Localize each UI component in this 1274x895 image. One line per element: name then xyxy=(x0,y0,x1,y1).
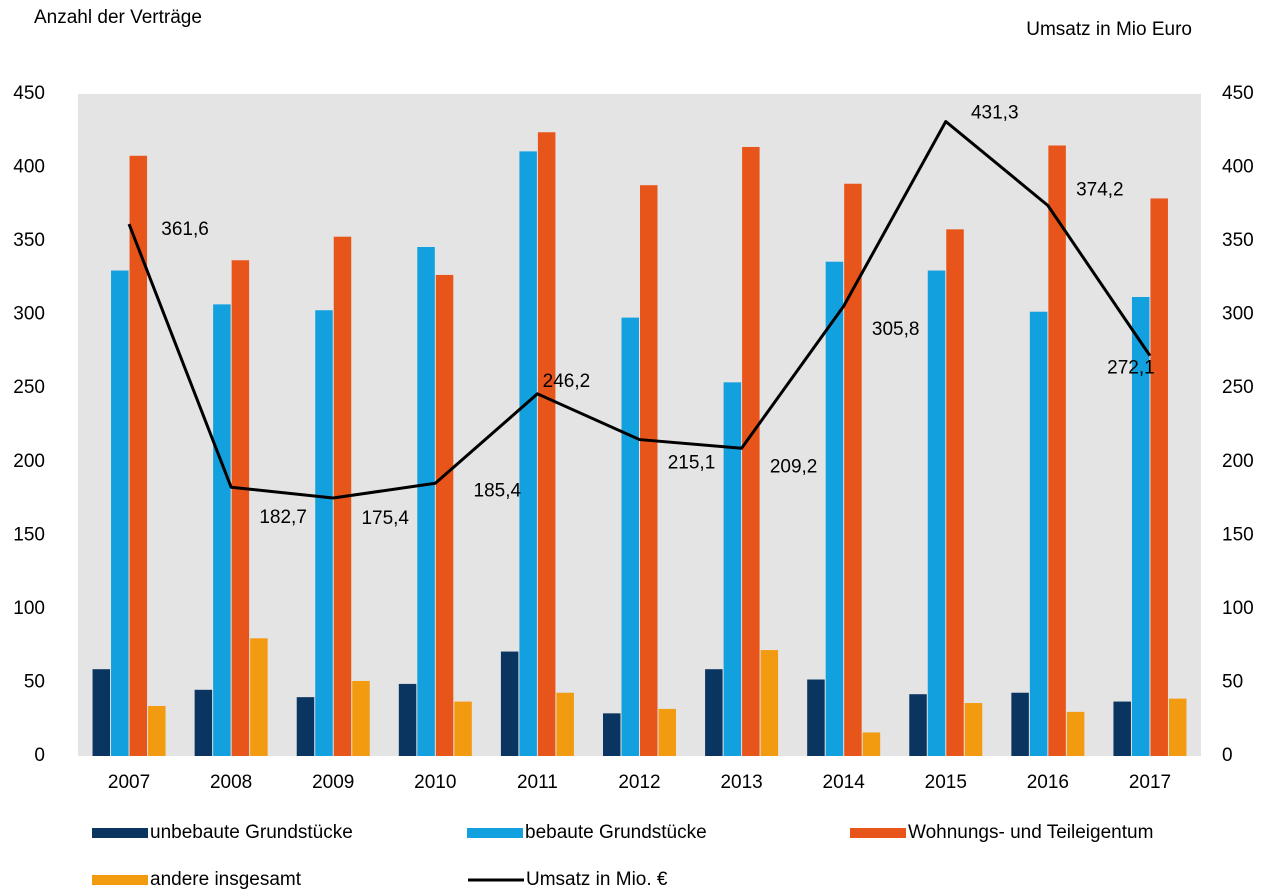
bar xyxy=(946,229,964,756)
y2-tick-label: 100 xyxy=(1222,598,1254,619)
data-label: 305,8 xyxy=(872,319,920,340)
bar xyxy=(742,146,760,756)
y-tick-label: 0 xyxy=(34,745,45,766)
y2-tick-label: 300 xyxy=(1222,304,1254,325)
y-tick-label: 400 xyxy=(13,157,45,178)
x-tick-label: 2014 xyxy=(823,772,866,793)
bar xyxy=(194,689,213,756)
y2-axis-label: Umsatz in Mio Euro xyxy=(1026,19,1192,40)
bar xyxy=(844,183,862,756)
bar xyxy=(1131,297,1150,756)
bar xyxy=(760,650,779,756)
bar xyxy=(621,317,639,756)
y-tick-label: 150 xyxy=(13,524,45,545)
x-tick-label: 2012 xyxy=(618,772,660,793)
y2-tick-label: 400 xyxy=(1222,157,1254,178)
y2-tick-label: 450 xyxy=(1222,83,1254,104)
bar xyxy=(435,274,454,756)
bar xyxy=(1011,692,1029,756)
legend-label: andere insgesamt xyxy=(150,869,302,890)
data-label: 175,4 xyxy=(361,508,409,529)
bar xyxy=(519,151,537,756)
y2-tick-label: 200 xyxy=(1222,451,1254,472)
bar xyxy=(352,680,370,756)
bar xyxy=(231,260,250,756)
bar xyxy=(862,732,881,756)
bar xyxy=(909,694,927,756)
legend-label: bebaute Grundstücke xyxy=(525,822,707,843)
bar xyxy=(964,703,983,756)
bar xyxy=(537,132,556,756)
bar xyxy=(500,651,519,756)
bar xyxy=(556,692,574,756)
bar xyxy=(129,155,148,756)
bar xyxy=(640,185,658,757)
x-tick-label: 2013 xyxy=(720,772,762,793)
legend-swatch xyxy=(92,828,148,838)
x-tick-label: 2007 xyxy=(108,772,150,793)
data-label: 246,2 xyxy=(543,371,591,392)
bar xyxy=(1150,198,1168,757)
y-tick-label: 350 xyxy=(13,230,45,251)
y-tick-label: 200 xyxy=(13,451,45,472)
bar xyxy=(148,705,166,756)
y2-tick-label: 150 xyxy=(1222,524,1254,545)
bar xyxy=(315,310,333,756)
data-label: 374,2 xyxy=(1076,180,1124,201)
bar xyxy=(1168,698,1187,756)
legend-label: Umsatz in Mio. € xyxy=(526,869,668,890)
x-tick-label: 2008 xyxy=(210,772,252,793)
data-label: 215,1 xyxy=(668,453,716,474)
bar xyxy=(111,270,129,756)
y-tick-label: 300 xyxy=(13,304,45,325)
bar xyxy=(92,669,111,756)
bar xyxy=(705,669,723,756)
data-label: 185,4 xyxy=(474,480,522,501)
legend-label: Wohnungs- und Teileigentum xyxy=(908,822,1153,843)
y2-tick-label: 0 xyxy=(1222,745,1233,766)
bar xyxy=(723,382,742,756)
x-tick-label: 2015 xyxy=(925,772,967,793)
bar xyxy=(658,708,676,756)
x-tick-label: 2010 xyxy=(414,772,456,793)
y-axis-label: Anzahl der Verträge xyxy=(34,7,202,28)
y-tick-label: 250 xyxy=(13,377,45,398)
legend-swatch xyxy=(467,828,523,838)
bar xyxy=(454,701,472,756)
x-tick-label: 2016 xyxy=(1027,772,1069,793)
bar xyxy=(1029,311,1048,756)
data-label: 361,6 xyxy=(161,219,209,240)
data-label: 272,1 xyxy=(1107,358,1155,379)
y-tick-label: 100 xyxy=(13,598,45,619)
bar xyxy=(807,679,825,756)
bar xyxy=(1113,701,1131,756)
y-tick-label: 50 xyxy=(24,671,45,692)
x-tick-label: 2009 xyxy=(312,772,354,793)
y2-tick-label: 350 xyxy=(1222,230,1254,251)
data-label: 182,7 xyxy=(259,507,307,528)
y-tick-label: 450 xyxy=(13,83,45,104)
bar xyxy=(603,713,621,756)
bar xyxy=(417,246,435,757)
bar xyxy=(398,683,417,756)
y2-tick-label: 250 xyxy=(1222,377,1254,398)
y2-tick-label: 50 xyxy=(1222,671,1243,692)
bar xyxy=(825,261,844,756)
data-label: 431,3 xyxy=(971,103,1019,124)
bar xyxy=(213,304,231,756)
data-label: 209,2 xyxy=(770,456,818,477)
legend-swatch xyxy=(92,875,148,885)
bar xyxy=(927,270,946,756)
legend-label: unbebaute Grundstücke xyxy=(150,822,353,843)
bar xyxy=(1048,145,1066,756)
bar xyxy=(296,697,315,756)
legend-swatch xyxy=(850,828,906,838)
bar xyxy=(1066,711,1085,756)
x-tick-label: 2017 xyxy=(1129,772,1171,793)
x-tick-label: 2011 xyxy=(517,772,558,793)
line xyxy=(127,120,1152,500)
bar xyxy=(250,638,268,756)
